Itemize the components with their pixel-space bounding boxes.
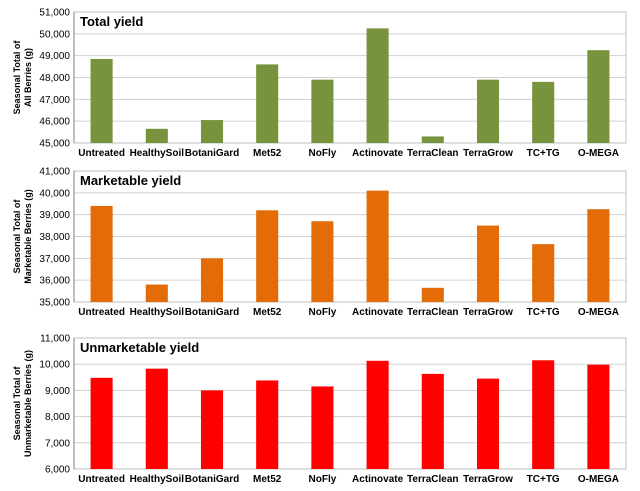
y-tick-label: 11,000 (40, 334, 70, 345)
y-tick-label: 7,000 (45, 438, 70, 449)
bar-actinovate (366, 28, 389, 143)
y-tick-label: 40,000 (39, 188, 70, 199)
y-tick-label: 46,000 (39, 117, 70, 128)
y-tick-label: 49,000 (39, 51, 70, 62)
x-tick-label: Met52 (253, 307, 282, 318)
y-axis-label: Seasonal Total ofUnmarketable Berries (g… (12, 350, 33, 457)
chart-title: Total yield (80, 14, 143, 29)
y-tick-label: 9,000 (45, 386, 70, 397)
y-axis-label: Seasonal Total ofAll Berries (g) (12, 40, 33, 115)
bar-terraclean (421, 373, 444, 469)
y-tick-label: 51,000 (39, 8, 70, 19)
bar-met52 (256, 380, 279, 469)
x-tick-label: TerraClean (407, 307, 459, 318)
y-axis-label: Seasonal Total ofMarketable Berries (g) (12, 189, 33, 284)
bar-nofly (311, 221, 334, 302)
bar-o-mega (587, 209, 610, 302)
y-tick-label: 10,000 (39, 360, 70, 371)
x-tick-label: O-MEGA (578, 307, 619, 318)
x-tick-label: TC+TG (527, 474, 560, 485)
x-tick-label: TerraClean (407, 148, 459, 159)
chart-title: Marketable yield (80, 173, 181, 188)
bar-terragrow (476, 79, 500, 143)
x-tick-label: TC+TG (527, 307, 560, 318)
x-tick-label: O-MEGA (578, 474, 619, 485)
bar-actinovate (366, 360, 389, 469)
bar-terragrow (476, 225, 500, 302)
bar-healthysoil (145, 284, 168, 302)
bar-met52 (256, 64, 279, 143)
bar-tc-tg (532, 81, 555, 143)
bar-tc-tg (532, 360, 555, 469)
y-tick-label: 47,000 (39, 95, 70, 106)
x-tick-label: Actinovate (352, 148, 404, 159)
x-tick-label: BotaniGard (185, 148, 239, 159)
bar-terraclean (421, 287, 444, 302)
x-tick-label: Untreated (78, 474, 125, 485)
x-tick-label: TerraClean (407, 474, 459, 485)
bar-nofly (311, 79, 334, 143)
y-tick-label: 35,000 (39, 298, 70, 309)
x-tick-label: HealthySoil (130, 148, 185, 159)
y-tick-label: 50,000 (39, 29, 70, 40)
bar-untreated (90, 205, 113, 302)
y-tick-label: 45,000 (39, 139, 70, 150)
y-tick-label: 36,000 (39, 276, 70, 287)
x-tick-label: NoFly (309, 307, 337, 318)
bar-terraclean (421, 136, 444, 143)
x-tick-label: TerraGrow (463, 474, 513, 485)
x-tick-label: Untreated (78, 307, 125, 318)
x-tick-label: BotaniGard (185, 474, 239, 485)
bar-met52 (256, 210, 279, 302)
x-tick-label: NoFly (309, 474, 337, 485)
bar-healthysoil (145, 128, 168, 143)
x-tick-label: Untreated (78, 148, 125, 159)
chart-panel-total-yield: 45,000 46,000 47,000 48,000 49,000 50,000 51,0… (12, 8, 627, 159)
x-tick-label: HealthySoil (130, 474, 185, 485)
y-tick-label: 6,000 (45, 465, 70, 476)
chart-title: Unmarketable yield (80, 340, 199, 355)
bar-untreated (90, 58, 113, 143)
x-tick-label: TerraGrow (463, 307, 513, 318)
bar-untreated (90, 377, 113, 469)
bar-o-mega (587, 364, 610, 469)
y-tick-label: 41,000 (39, 167, 70, 178)
chart-panel-unmarketable-yield: 6,000 7,000 8,000 9,000 10,000 11,000 Untreate… (12, 334, 627, 485)
bar-botanigard (200, 390, 224, 469)
bar-tc-tg (532, 244, 555, 302)
x-tick-label: HealthySoil (130, 307, 185, 318)
x-tick-label: BotaniGard (185, 307, 239, 318)
y-tick-label: 37,000 (39, 254, 70, 265)
bar-nofly (311, 386, 334, 469)
bar-actinovate (366, 190, 389, 302)
x-tick-label: TC+TG (527, 148, 560, 159)
x-tick-label: Actinovate (352, 307, 404, 318)
y-tick-label: 8,000 (45, 412, 70, 423)
y-tick-label: 38,000 (39, 232, 70, 243)
x-tick-label: Met52 (253, 474, 282, 485)
x-tick-label: Met52 (253, 148, 282, 159)
y-tick-label: 48,000 (39, 73, 70, 84)
x-tick-label: TerraGrow (463, 148, 513, 159)
x-tick-label: O-MEGA (578, 148, 619, 159)
chart-panel-marketable-yield: 35,000 36,000 37,000 38,000 39,000 40,000 41,0… (12, 167, 627, 318)
bar-botanigard (200, 120, 224, 143)
x-tick-label: Actinovate (352, 474, 404, 485)
bar-o-mega (587, 50, 610, 144)
y-tick-label: 39,000 (39, 210, 70, 221)
x-tick-label: NoFly (309, 148, 337, 159)
bar-healthysoil (145, 368, 168, 469)
bar-botanigard (200, 258, 224, 302)
bar-terragrow (476, 378, 500, 469)
